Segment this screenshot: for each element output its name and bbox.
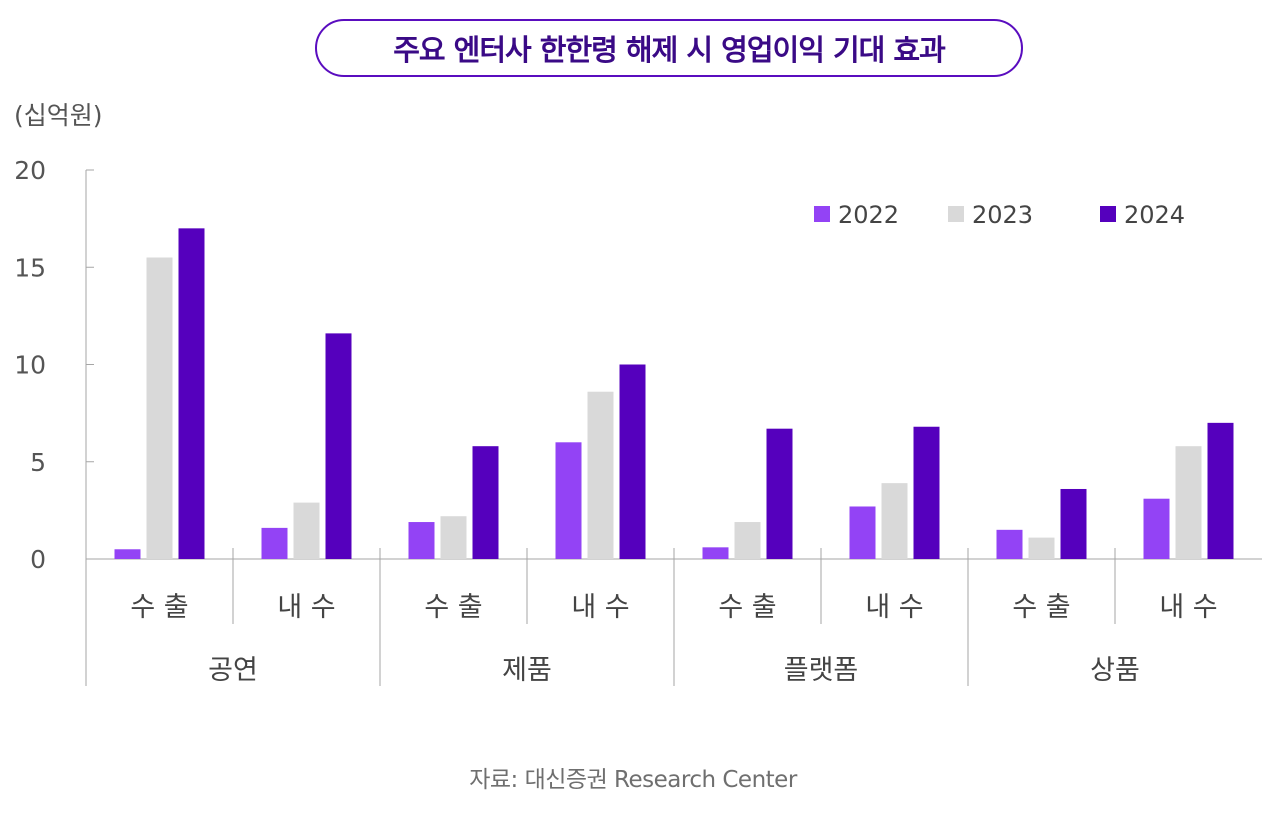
legend-label: 2023	[972, 201, 1033, 229]
bar-2023-7	[1028, 537, 1055, 559]
bar-2022-8	[1143, 498, 1170, 559]
bar-2023-8	[1175, 446, 1202, 559]
bar-2023-3	[440, 516, 467, 559]
y-tick-label: 15	[14, 253, 46, 282]
bar-2023-2	[293, 502, 320, 559]
chart-title-box: 주요 엔터사 한한령 해제 시 영업이익 기대 효과	[315, 19, 1023, 77]
chart-legend: 2022 2023 2024	[814, 201, 1185, 229]
x-group-label: 상품	[1090, 655, 1140, 686]
legend-label: 2024	[1124, 201, 1185, 229]
bar-2022-6	[849, 506, 876, 559]
x-subcategory-label: 내 수	[1159, 592, 1217, 623]
bar-2022-2	[261, 527, 288, 559]
x-subcategory-label: 수 출	[424, 592, 482, 623]
chart-bars	[114, 228, 1234, 559]
x-subcategory-label: 내 수	[277, 592, 335, 623]
y-tick-label: 0	[30, 545, 46, 574]
x-subcategory-label: 내 수	[865, 592, 923, 623]
bar-2024-5	[766, 428, 793, 559]
bar-2023-5	[734, 522, 761, 559]
bar-2022-5	[702, 547, 729, 559]
chart-title: 주요 엔터사 한한령 해제 시 영업이익 기대 효과	[393, 33, 946, 67]
x-subcategory-label: 수 출	[1012, 592, 1070, 623]
legend-swatch-2022	[814, 206, 830, 222]
bar-2022-3	[408, 522, 435, 559]
x-group-label: 제품	[502, 655, 552, 686]
legend-swatch-2023	[948, 206, 964, 222]
legend-swatch-2024	[1100, 206, 1116, 222]
bar-2022-4	[555, 442, 582, 559]
y-tick-label: 20	[14, 156, 46, 185]
chart-axes	[85, 169, 1262, 686]
bar-2024-4	[619, 364, 646, 559]
source-note: 자료: 대신증권 Research Center	[469, 767, 797, 793]
bar-2022-7	[996, 529, 1023, 559]
x-group-label: 공연	[208, 655, 258, 686]
bar-2024-1	[178, 228, 205, 559]
bar-2022-1	[114, 549, 141, 559]
x-group-label: 플랫폼	[784, 655, 859, 686]
bar-2023-4	[587, 391, 614, 559]
bar-2024-3	[472, 446, 499, 559]
bar-2024-8	[1207, 422, 1234, 559]
y-tick-label: 10	[14, 351, 46, 380]
bar-2023-1	[146, 257, 173, 559]
bar-2023-6	[881, 483, 908, 559]
x-subcategory-label: 수 출	[718, 592, 776, 623]
bar-2024-2	[325, 333, 352, 559]
x-subcategory-label: 내 수	[571, 592, 629, 623]
bar-2024-7	[1060, 488, 1087, 559]
bar-2024-6	[913, 426, 940, 559]
y-tick-label: 5	[30, 448, 46, 477]
legend-label: 2022	[838, 201, 899, 229]
x-subcategory-label: 수 출	[130, 592, 188, 623]
y-axis-unit-label: (십억원)	[14, 101, 103, 130]
